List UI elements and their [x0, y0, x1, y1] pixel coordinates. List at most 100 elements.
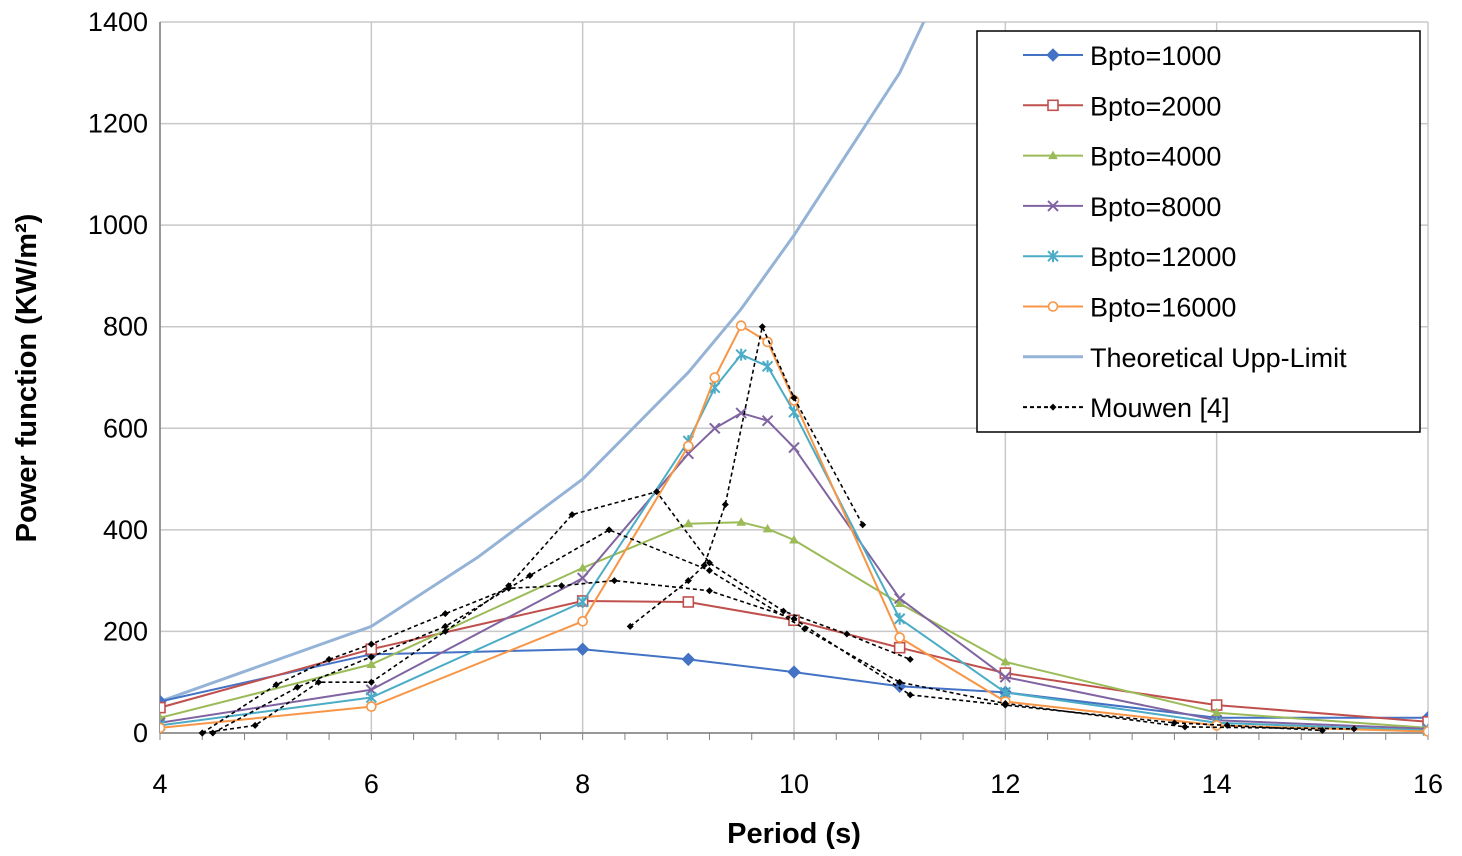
x-tick-label: 4	[152, 769, 167, 799]
x-tick-label: 12	[990, 769, 1020, 799]
data-point	[896, 678, 904, 686]
data-point	[1318, 726, 1326, 734]
data-point	[705, 566, 713, 574]
data-point	[893, 612, 906, 625]
data-point	[251, 721, 259, 729]
data-point	[160, 701, 166, 714]
legend-label: Bpto=8000	[1090, 192, 1221, 222]
data-point	[653, 488, 661, 496]
legend-marker	[1047, 200, 1059, 212]
legend-item: Bpto=8000	[1023, 192, 1221, 222]
data-point	[787, 665, 801, 679]
series-mouwen-curve-9	[198, 577, 1326, 737]
axes	[159, 22, 1428, 734]
data-point	[1422, 716, 1428, 728]
data-point	[575, 642, 590, 656]
marker-stroke	[999, 671, 1012, 683]
x-tick-label: 10	[779, 769, 809, 799]
marker-stroke	[1422, 724, 1428, 732]
legend-label: Bpto=12000	[1090, 242, 1236, 272]
x-minor-ticks	[159, 733, 1429, 740]
y-tick-label: 400	[103, 515, 148, 545]
legend-marker	[1046, 48, 1060, 62]
marker-stroke	[682, 447, 695, 460]
data-point	[272, 681, 280, 689]
legend-marker	[1047, 250, 1059, 263]
data-point	[1422, 726, 1428, 737]
y-tick-label: 600	[103, 413, 148, 443]
x-tick-label: 16	[1413, 769, 1443, 799]
y-tick-label: 1400	[88, 7, 148, 37]
data-point	[366, 701, 377, 712]
series-line	[202, 490, 911, 734]
data-point	[762, 336, 773, 348]
data-point	[779, 607, 787, 615]
series-line	[160, 324, 1428, 733]
series-bpto-8000	[160, 407, 1428, 735]
x-tick-label: 6	[364, 769, 379, 799]
marker-stroke	[1422, 723, 1428, 731]
legend-marker	[1047, 99, 1059, 112]
data-point	[758, 323, 766, 331]
marker-stroke	[576, 572, 589, 584]
data-point	[505, 584, 513, 592]
legend-marker	[1047, 301, 1059, 312]
data-point	[441, 627, 449, 635]
data-point	[568, 511, 576, 519]
data-point	[893, 592, 906, 605]
series-line	[160, 412, 1428, 730]
legend-label: Bpto=2000	[1090, 91, 1221, 121]
legend-item: Bpto=4000	[1023, 142, 1221, 172]
data-point	[906, 655, 914, 663]
marker-stroke	[709, 422, 721, 434]
legend-item: Theoretical Upp-Limit	[1023, 343, 1347, 373]
data-point	[894, 598, 905, 607]
x-axis-title: Period (s)	[727, 818, 861, 850]
legend-item: Bpto=1000	[1023, 41, 1221, 71]
data-point	[1223, 721, 1231, 729]
data-point	[577, 615, 588, 627]
legend-item: Bpto=12000	[1023, 242, 1236, 272]
data-point	[315, 678, 322, 686]
marker-stroke	[788, 441, 800, 454]
data-point	[1211, 707, 1222, 717]
data-point	[683, 518, 694, 528]
data-point	[735, 407, 747, 419]
marker-stroke	[160, 719, 166, 727]
marker-stroke	[893, 592, 906, 605]
legend: Bpto=1000 Bpto=2000 Bpto=4000 Bpto=8000 Bpto…	[976, 30, 1421, 433]
data-point	[367, 678, 375, 686]
data-point	[893, 641, 906, 654]
marker-stroke	[1047, 200, 1059, 212]
legend-label: Bpto=16000	[1090, 293, 1236, 323]
legend-item: Mouwen [4]	[1023, 393, 1230, 423]
data-point	[705, 559, 713, 567]
data-point	[894, 632, 905, 643]
y-tick-label: 1200	[88, 109, 148, 139]
data-point	[709, 372, 721, 383]
data-point	[576, 572, 589, 584]
data-point	[788, 441, 800, 454]
data-point	[761, 414, 774, 427]
data-point	[610, 577, 618, 585]
series-line	[212, 529, 1355, 734]
data-point	[736, 517, 747, 526]
data-point	[705, 587, 713, 595]
legend-marker	[1049, 403, 1057, 411]
marker-stroke	[160, 717, 166, 725]
series-line	[201, 579, 1323, 734]
y-tick-label: 1000	[88, 210, 148, 240]
series-mouwen-4	[198, 488, 914, 737]
data-point	[577, 562, 588, 572]
series-line	[160, 22, 926, 703]
series-theoretical-upp-limit	[160, 22, 926, 703]
data-point	[441, 622, 449, 630]
series-bpto-16000	[160, 320, 1428, 737]
data-point	[735, 320, 747, 331]
data-point	[1170, 719, 1178, 727]
data-point	[709, 422, 721, 434]
data-point	[700, 561, 708, 569]
data-point	[1001, 701, 1009, 709]
data-point	[576, 595, 589, 608]
